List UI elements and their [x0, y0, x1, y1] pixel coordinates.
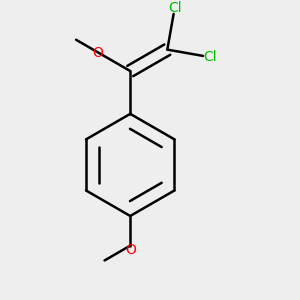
- Text: Cl: Cl: [203, 50, 217, 64]
- Text: Cl: Cl: [169, 1, 182, 15]
- Text: O: O: [92, 46, 103, 60]
- Text: O: O: [125, 243, 136, 256]
